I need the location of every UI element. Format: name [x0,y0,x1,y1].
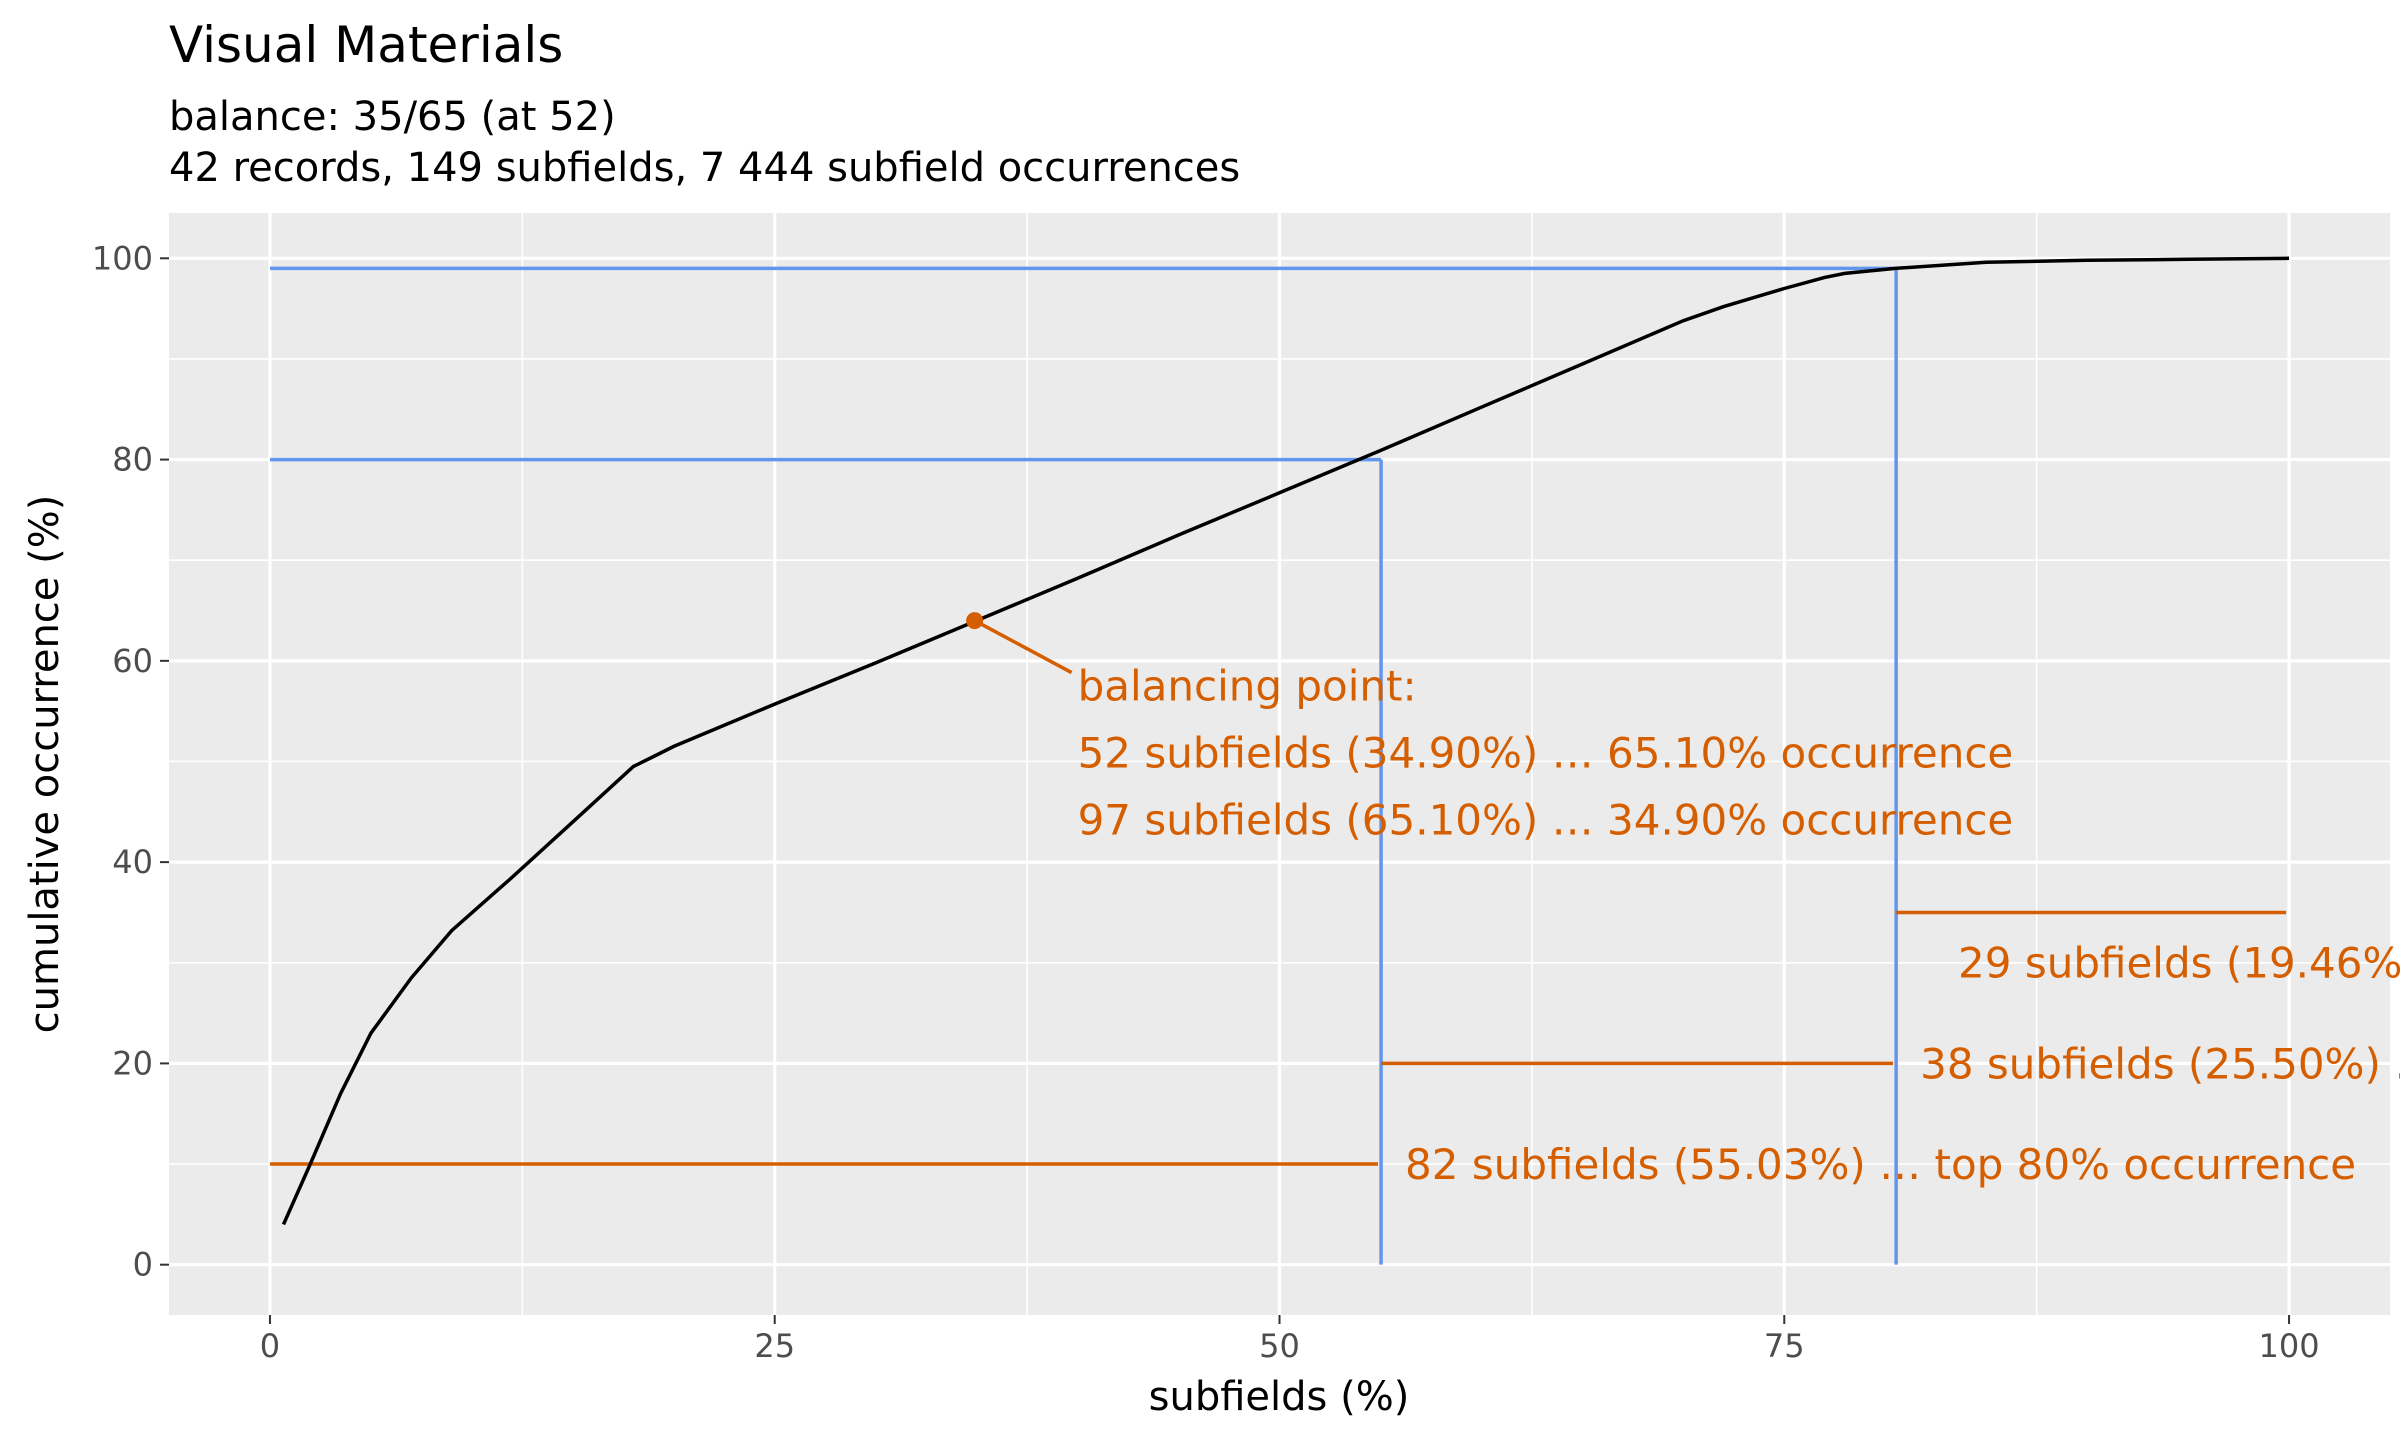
balance-leader-line [973,619,1073,675]
x-axis-title: subfields (%) [1149,1374,1410,1420]
x-tick-label: 75 [1764,1327,1805,1365]
x-tick-label: 50 [1259,1327,1300,1365]
y-tick-label: 20 [112,1044,153,1082]
segment-label-top-80: 82 subfields (55.03%) … top 80% occurren… [1405,1140,2356,1189]
x-tick-label: 100 [2259,1327,2320,1365]
segment-label-last-1: 29 subfields (19.46%) … last 1% occurren… [1958,938,2400,987]
y-axis-ticks: 0 20 40 60 80 100 [92,239,169,1284]
y-tick-label: 100 [92,239,153,277]
balance-point [966,612,984,630]
chart-title: Visual Materials [169,16,563,74]
reference-lines [269,266,1898,1265]
x-tick-label: 25 [754,1327,795,1365]
annotation-segments [269,910,2287,1166]
chart-subtitle-line-1: balance: 35/65 (at 52) [169,94,616,140]
y-tick-label: 40 [112,843,153,881]
x-tick-label: 0 [260,1327,280,1365]
balance-annotation-line-3: 97 subfields (65.10%) … 34.90% occurrenc… [1078,796,2014,845]
x-axis-ticks: 0 25 50 75 100 [260,1315,2320,1365]
y-tick-label: 60 [112,642,153,680]
y-tick-label: 80 [112,441,153,479]
series-line-cumulative [281,256,2290,1226]
y-axis-title: cumulative occurrence (%) [22,495,68,1034]
balance-annotation-line-2: 52 subfields (34.90%) … 65.10% occurrenc… [1078,729,2014,778]
annotations: balancing point: 52 subfields (34.90%) …… [1078,662,2400,1189]
y-tick-label: 0 [133,1246,153,1284]
chart-subtitle-line-2: 42 records, 149 subfields, 7 444 subfiel… [169,145,1240,191]
balance-annotation-line-1: balancing point: [1078,662,1417,711]
segment-label-next-19: 38 subfields (25.50%) … next 19% occurre… [1920,1039,2400,1088]
